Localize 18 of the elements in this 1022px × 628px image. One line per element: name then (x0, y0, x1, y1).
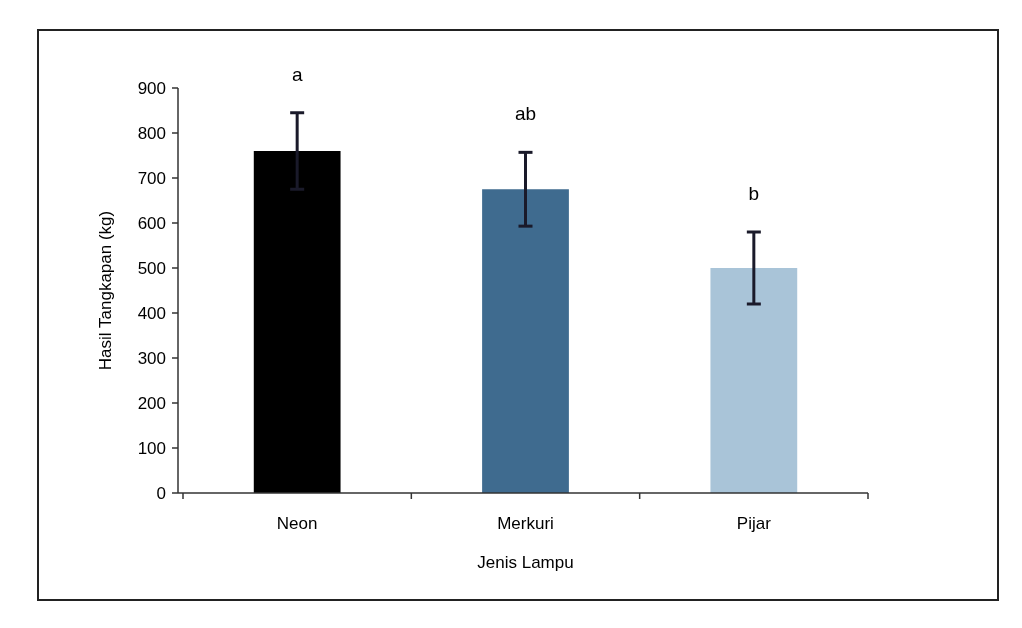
y-tick-label: 700 (137, 168, 166, 188)
annotation: b (748, 183, 760, 204)
x-tick-label: Merkuri (497, 514, 554, 533)
y-tick-label: 200 (137, 393, 166, 413)
y-tick-label: 900 (137, 78, 166, 98)
y-tick-label: 0 (156, 483, 166, 503)
y-tick-label: 600 (137, 213, 166, 233)
y-tick-label: 500 (137, 258, 166, 278)
x-tick-label: Pijar (736, 514, 772, 533)
x-axis-title: Jenis Lampu (477, 553, 574, 572)
y-tick-label: 300 (137, 348, 166, 368)
y-tick-label: 800 (137, 123, 166, 143)
x-tick-label: Neon (276, 514, 318, 533)
annotation: ab (514, 103, 537, 125)
text: a (291, 63, 303, 85)
y-tick-label: 400 (137, 303, 166, 323)
y-tick-label: 100 (137, 438, 166, 458)
y-axis-title: Hasil Tangkapan (kg) (96, 210, 115, 371)
